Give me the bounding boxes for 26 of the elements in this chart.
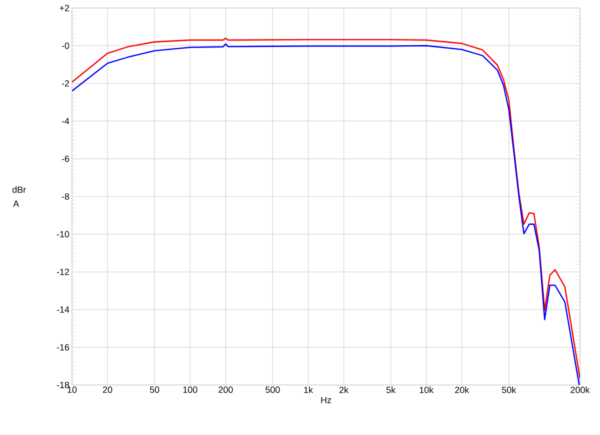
y-tick-label: -14 xyxy=(56,306,70,313)
y-tick-label: -0 xyxy=(62,42,70,49)
y-tick-label: -10 xyxy=(56,231,70,238)
y-tick-label: -6 xyxy=(62,156,70,162)
x-tick-label: 20k xyxy=(455,386,470,394)
y-tick-label: +2 xyxy=(60,4,70,12)
y-tick-label: -4 xyxy=(62,118,70,124)
x-tick-label: 100 xyxy=(183,386,198,393)
x-tick-label: 50k xyxy=(502,386,516,394)
x-tick-label: 2k xyxy=(339,386,349,394)
y-tick-label: -16 xyxy=(56,344,70,350)
x-tick-label: 200 xyxy=(218,386,233,393)
x-tick-label: 50 xyxy=(150,386,160,393)
x-tick-label: 10k xyxy=(420,386,434,394)
y-tick-label: -2 xyxy=(62,80,70,87)
y-tick-label: -18 xyxy=(56,382,70,388)
x-axis-title: Hz xyxy=(321,396,332,404)
x-tick-label: 1k xyxy=(304,386,313,394)
y-tick-label: -12 xyxy=(56,268,70,276)
x-tick-label: 20 xyxy=(103,386,112,393)
x-tick-label: 200k xyxy=(570,386,590,394)
y-axis-title: dBr A xyxy=(12,186,26,207)
y-tick-label: -8 xyxy=(62,193,70,200)
x-tick-label: 10 xyxy=(68,386,77,393)
x-tick-label: 5k xyxy=(386,386,396,394)
x-tick-label: 500 xyxy=(266,386,280,393)
